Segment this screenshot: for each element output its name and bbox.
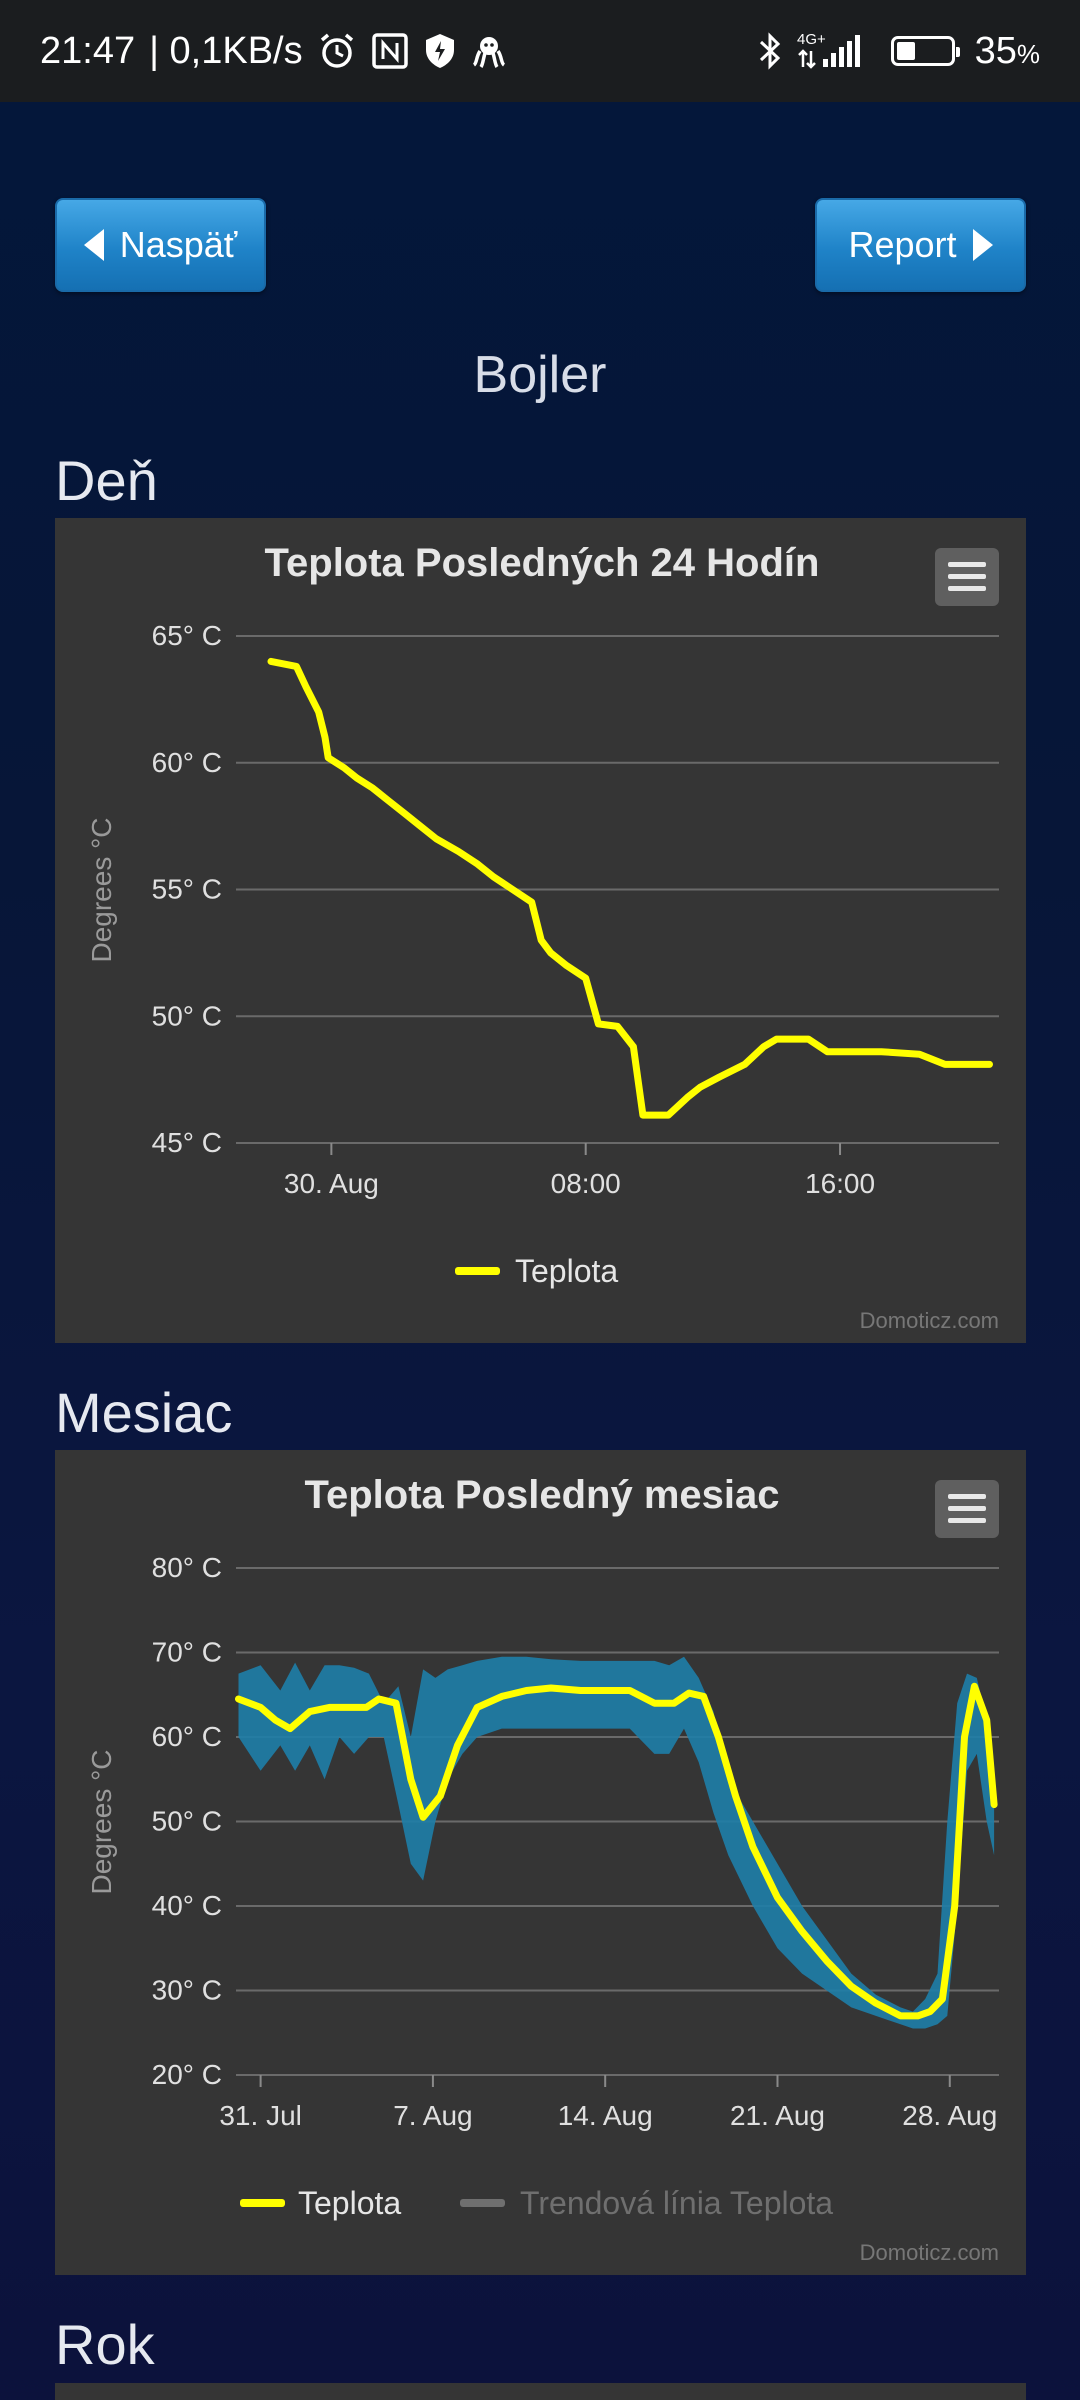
status-bar: 21:47 | 0,1KB/s 4G+ 35% xyxy=(0,0,1080,102)
status-bar-right: 4G+ 35% xyxy=(757,30,1040,73)
month-x-tick-label: 14. Aug xyxy=(558,2100,653,2131)
report-button[interactable]: Report xyxy=(815,198,1026,292)
chart-month-y-ticks: 80° C 70° C 60° C 50° C 40° C 30° C 20° C xyxy=(152,1552,222,2090)
legend-label-trend: Trendová línia Teplota xyxy=(520,2185,833,2221)
chart-day-grid xyxy=(236,635,999,1144)
chart-day-menu-button[interactable] xyxy=(935,548,999,606)
chart-month-x-ticks: 31. Jul 7. Aug 14. Aug 21. Aug 28. Aug xyxy=(219,2075,997,2131)
cell-signal-icon: 4G+ xyxy=(797,31,869,71)
battery-percent: 35 xyxy=(974,29,1017,72)
legend-label-teplota: Teplota xyxy=(515,1253,618,1289)
month-y-tick-label: 80° C xyxy=(152,1552,222,1583)
arrow-right-icon xyxy=(972,229,993,261)
chart-month-menu-button[interactable] xyxy=(935,1480,999,1538)
back-button[interactable]: Naspäť xyxy=(55,198,266,292)
chart-day: Teplota Posledných 24 Hodín 65° C 60° C 55… xyxy=(86,541,999,1333)
month-y-tick-label: 70° C xyxy=(152,1637,222,1668)
month-x-tick-label: 21. Aug xyxy=(730,2100,825,2131)
chart-day-x-ticks: 30. Aug 08:00 16:00 xyxy=(284,1143,875,1199)
month-y-tick-label: 40° C xyxy=(152,1890,222,1921)
chart-day-legend-item-teplota[interactable]: Teplota xyxy=(455,1253,618,1289)
chart-month-grid xyxy=(236,1567,999,2076)
nfc-icon xyxy=(371,32,409,70)
alarm-icon xyxy=(317,31,357,71)
bluetooth-icon xyxy=(757,31,783,71)
month-range-band-area xyxy=(238,1656,995,2029)
network-speed: | 0,1KB/s xyxy=(149,29,303,72)
day-x-tick-label: 30. Aug xyxy=(284,1168,379,1199)
month-y-tick-label: 60° C xyxy=(152,1721,222,1752)
network-type-label: 4G+ xyxy=(797,31,826,48)
legend-swatch-teplota xyxy=(455,1267,500,1275)
chart-month-legend-item-teplota[interactable]: Teplota xyxy=(240,2185,401,2221)
chart-day-series xyxy=(267,657,993,1119)
month-y-tick-label: 50° C xyxy=(152,1806,222,1837)
page-title: Bojler xyxy=(473,346,607,404)
back-button-label: Naspäť xyxy=(119,224,238,265)
report-button-label: Report xyxy=(848,224,957,265)
chart-month-credit[interactable]: Domoticz.com xyxy=(860,2240,999,2265)
chart-panel-year xyxy=(55,2383,1026,2400)
month-series-line-teplota xyxy=(235,1682,998,2020)
clock: 21:47 xyxy=(40,29,136,72)
section-label-month: Mesiac xyxy=(55,1381,233,1444)
chart-month-range-band xyxy=(238,1656,995,2029)
month-x-tick-label: 28. Aug xyxy=(902,2100,997,2131)
chart-month-legend-item-trend[interactable]: Trendová línia Teplota xyxy=(460,2185,833,2221)
battery-icon xyxy=(890,36,960,66)
shield-icon xyxy=(423,32,457,70)
chart-day-credit[interactable]: Domoticz.com xyxy=(860,1308,999,1333)
chart-day-y-axis-title: Degrees °C xyxy=(86,817,117,962)
day-series-line-teplota xyxy=(267,657,993,1119)
arrow-left-icon xyxy=(83,229,104,261)
section-label-day: Deň xyxy=(55,449,158,512)
chart-month-y-axis-title: Degrees °C xyxy=(86,1749,117,1894)
month-x-tick-label: 7. Aug xyxy=(393,2100,472,2131)
legend-swatch-teplota xyxy=(240,2199,285,2207)
chart-panel-day: Teplota Posledných 24 Hodín 65° C 60° C 55… xyxy=(55,518,1026,1343)
chart-month-series xyxy=(235,1682,998,2020)
day-y-tick-label: 50° C xyxy=(152,1000,222,1031)
day-y-tick-label: 45° C xyxy=(152,1127,222,1158)
day-x-tick-label: 16:00 xyxy=(805,1168,875,1199)
chart-month-title: Teplota Posledný mesiac xyxy=(305,1473,780,1517)
battery-percent-sign: % xyxy=(1016,38,1040,69)
month-x-tick-label: 31. Jul xyxy=(219,2100,302,2131)
octopus-icon xyxy=(471,33,507,69)
status-bar-left: 21:47 | 0,1KB/s xyxy=(40,30,507,73)
chart-panel-month: Teplota Posledný mesiac 80° C 70° C 60° C 5… xyxy=(55,1450,1026,2275)
chart-month: Teplota Posledný mesiac 80° C 70° C 60° C 5… xyxy=(86,1473,999,2265)
legend-swatch-trend xyxy=(460,2199,505,2207)
legend-label-teplota: Teplota xyxy=(298,2185,401,2221)
day-x-tick-label: 08:00 xyxy=(551,1168,621,1199)
chart-day-y-ticks: 65° C 60° C 55° C 50° C 45° C xyxy=(152,620,222,1158)
month-y-tick-label: 20° C xyxy=(152,2059,222,2090)
day-y-tick-label: 60° C xyxy=(152,747,222,778)
day-y-tick-label: 55° C xyxy=(152,874,222,905)
day-y-tick-label: 65° C xyxy=(152,620,222,651)
chart-day-title: Teplota Posledných 24 Hodín xyxy=(265,541,820,585)
month-y-tick-label: 30° C xyxy=(152,1975,222,2006)
section-label-year: Rok xyxy=(55,2313,155,2376)
